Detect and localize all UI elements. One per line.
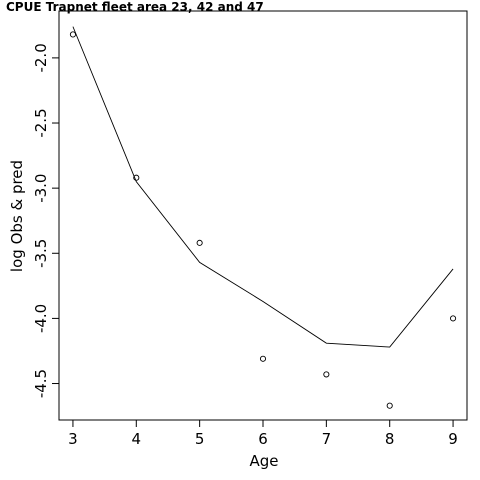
y-tick-label: -2.5 — [32, 108, 50, 137]
observed-point — [196, 239, 203, 246]
x-tick-label: 7 — [322, 430, 332, 448]
chart-title: CPUE Trapnet fleet area 23, 42 and 47 — [6, 0, 264, 14]
x-tick-label: 4 — [132, 430, 142, 448]
y-tick-label: -3.0 — [32, 174, 50, 203]
plot-frame — [58, 10, 468, 421]
observed-point — [450, 315, 457, 322]
y-tick-label: -3.5 — [32, 239, 50, 268]
x-tick-label: 8 — [385, 430, 395, 448]
x-tick-label: 3 — [68, 430, 78, 448]
predicted-line — [72, 26, 454, 348]
observed-point — [69, 31, 76, 38]
y-tick-label: -2.0 — [32, 43, 50, 72]
y-tick-label: -4.5 — [32, 369, 50, 398]
y-tick-label: -4.0 — [32, 304, 50, 333]
observed-point — [259, 355, 267, 362]
y-axis: -2.0 -2.5 -3.0 -3.5 -4.0 -4.5 — [32, 43, 59, 398]
x-axis-title: Age — [249, 452, 278, 470]
x-tick-label: 9 — [448, 430, 458, 448]
x-tick-label: 5 — [195, 430, 205, 448]
observed-point — [386, 402, 393, 409]
series-layer — [69, 26, 457, 409]
observed-point — [133, 174, 140, 181]
observed-point — [323, 371, 330, 378]
x-axis: 3 4 5 6 7 8 9 — [68, 420, 458, 448]
x-tick-label: 6 — [258, 430, 268, 448]
y-axis-title: log Obs & pred — [8, 160, 26, 272]
